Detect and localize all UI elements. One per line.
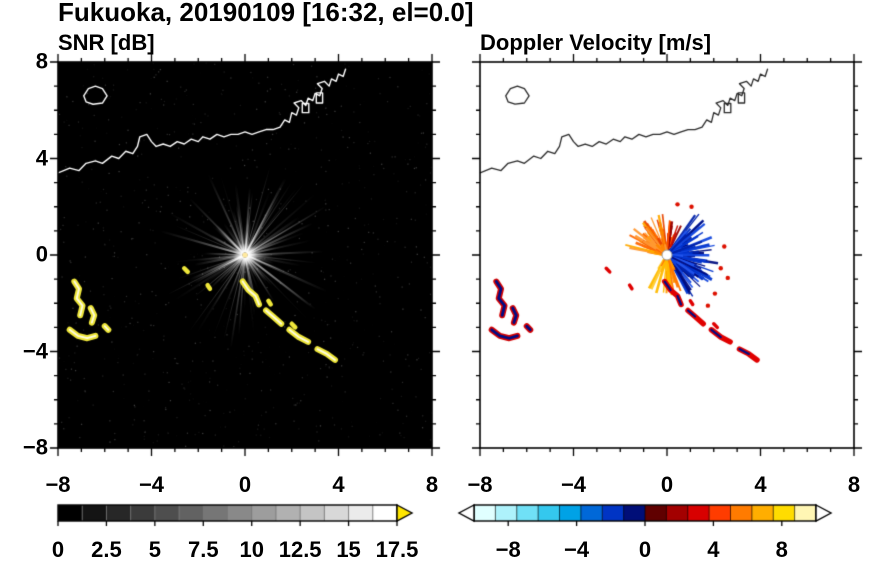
figure-title: Fukuoka, 20190109 [16:32, el=0.0] xyxy=(58,0,474,27)
y-tick-label: 4 xyxy=(35,144,48,170)
snr-colorbar-label: 10 xyxy=(239,537,264,562)
x-tick-label-velocity: −4 xyxy=(560,472,587,497)
x-tick-label-snr: 8 xyxy=(425,472,439,497)
y-tick-label: 8 xyxy=(35,48,48,74)
x-tick-label-snr: −4 xyxy=(138,472,165,497)
snr-panel-title: SNR [dB] xyxy=(58,30,155,55)
y-tick-label: −4 xyxy=(22,337,48,363)
snr-colorbar-label: 17.5 xyxy=(375,537,419,562)
x-tick-label-velocity: 8 xyxy=(847,472,861,497)
velocity-colorbar-label: 4 xyxy=(707,537,720,562)
snr-colorbar-label: 2.5 xyxy=(91,537,122,562)
snr-colorbar-label: 15 xyxy=(336,537,361,562)
x-tick-label-velocity: 0 xyxy=(660,472,674,497)
x-tick-label-velocity: −8 xyxy=(467,472,493,497)
velocity-colorbar-label: −8 xyxy=(495,537,521,562)
velocity-colorbar-label: 0 xyxy=(638,537,652,562)
velocity-colorbar-label: 8 xyxy=(775,537,788,562)
snr-colorbar-label: 7.5 xyxy=(187,537,219,562)
x-tick-label-snr: 0 xyxy=(238,472,252,497)
snr-colorbar-label: 0 xyxy=(51,537,65,562)
x-tick-label-snr: −8 xyxy=(45,472,71,497)
x-tick-label-velocity: 4 xyxy=(754,472,767,497)
snr-colorbar-label: 5 xyxy=(148,537,161,562)
y-tick-label: 0 xyxy=(35,241,48,267)
snr-colorbar-label: 12.5 xyxy=(278,537,322,562)
velocity-panel-title: Doppler Velocity [m/s] xyxy=(480,30,712,55)
velocity-colorbar-label: −4 xyxy=(564,537,590,562)
x-tick-label-snr: 4 xyxy=(332,472,345,497)
y-tick-label: −8 xyxy=(22,434,48,460)
